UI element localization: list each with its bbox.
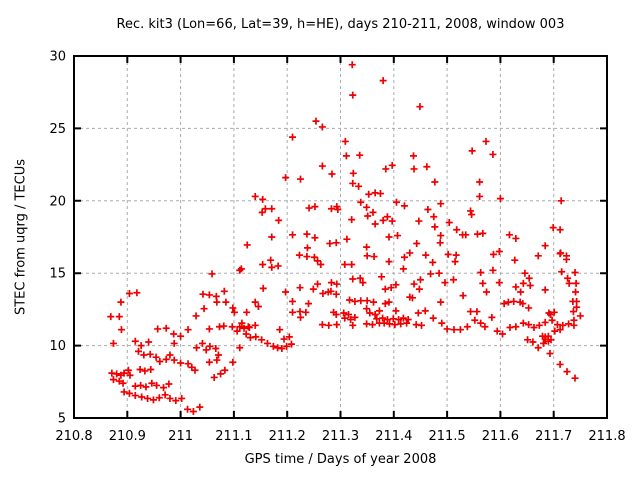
data-points xyxy=(107,61,584,415)
x-tick-label: 210.8 xyxy=(55,429,92,444)
x-tick-label: 211.8 xyxy=(588,429,625,444)
y-tick-label: 20 xyxy=(49,194,66,209)
x-tick-label: 211.5 xyxy=(428,429,465,444)
x-tick-label: 211.2 xyxy=(269,429,306,444)
y-tick-label: 25 xyxy=(49,122,66,137)
y-tick-label: 30 xyxy=(49,50,66,65)
y-tick-label: 15 xyxy=(49,267,66,282)
grid-lines xyxy=(73,55,608,419)
x-tick-label: 211.7 xyxy=(535,429,572,444)
x-tick-label: 211.4 xyxy=(375,429,412,444)
x-tick-label: 211.6 xyxy=(482,429,519,444)
x-tick-label: 211.1 xyxy=(215,429,252,444)
x-tick-label: 210.9 xyxy=(109,429,146,444)
x-tick-label: 211 xyxy=(168,429,193,444)
y-tick-label: 5 xyxy=(58,412,66,427)
x-axis-label: GPS time / Days of year 2008 xyxy=(244,452,437,467)
x-tick-label: 211.3 xyxy=(322,429,359,444)
y-tick-label: 10 xyxy=(49,339,66,354)
plot-border xyxy=(73,55,608,419)
chart-title: Rec. kit3 (Lon=66, Lat=39, h=HE), days 2… xyxy=(116,17,565,32)
